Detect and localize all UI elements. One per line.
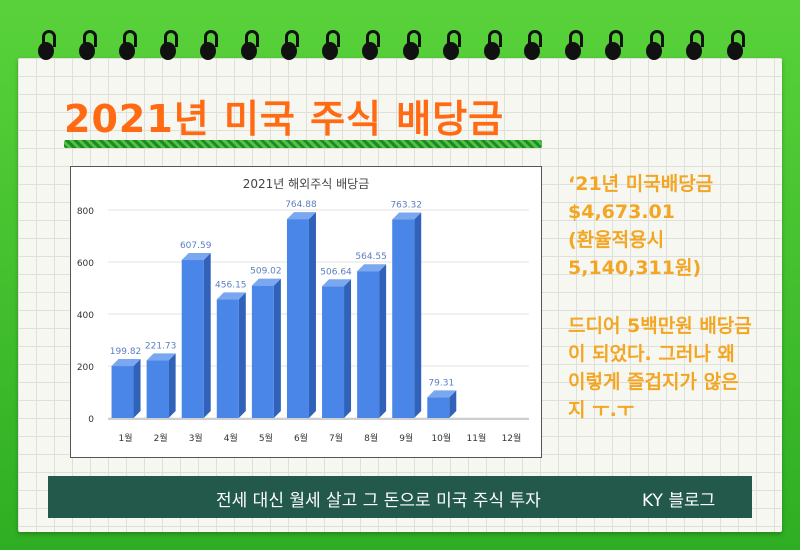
title-underline <box>64 140 542 148</box>
bar-2월 <box>146 360 169 418</box>
binding-ring <box>402 30 421 60</box>
x-tick-label: 6월 <box>294 432 308 444</box>
bar-side <box>344 279 352 418</box>
binding-ring <box>281 30 299 60</box>
bar-5월 <box>251 285 274 418</box>
y-tick-label: 800 <box>77 207 94 217</box>
summary-line: 이렇게 즐겁지가 않은 <box>568 371 739 393</box>
summary-text: ‘21년 미국배당금 $4,673.01 (환율적용시 5,140,311원) … <box>568 170 768 424</box>
x-tick-label: 3월 <box>189 432 203 444</box>
data-label: 506.64 <box>320 267 352 277</box>
x-tick-label: 12월 <box>502 432 522 444</box>
summary-line: 드디어 5백만원 배당금 <box>568 315 752 337</box>
spiral-binding <box>0 30 800 70</box>
data-label: 199.82 <box>110 347 141 357</box>
bar-top <box>111 359 141 367</box>
binding-ring <box>159 30 178 60</box>
x-tick-label: 8월 <box>364 432 378 444</box>
x-tick-label: 2월 <box>154 432 168 444</box>
x-tick-label: 9월 <box>399 432 413 444</box>
data-label: 764.88 <box>285 200 317 210</box>
binding-ring <box>483 30 502 60</box>
y-tick-label: 200 <box>77 363 94 373</box>
binding-ring <box>564 30 583 60</box>
bar-8월 <box>357 271 380 418</box>
bar-top <box>322 279 352 287</box>
page-title: 2021년 미국 주식 배당금 <box>64 97 505 141</box>
bar-6월 <box>286 219 309 418</box>
y-tick-label: 600 <box>77 259 94 269</box>
data-label: 221.73 <box>145 341 177 351</box>
binding-ring <box>524 30 542 60</box>
binding-ring <box>78 30 97 60</box>
summary-line: 5,140,311원) <box>568 257 702 279</box>
bar-3월 <box>181 260 204 418</box>
data-label: 79.31 <box>428 378 454 388</box>
binding-ring <box>240 30 259 60</box>
bar-side <box>379 264 387 418</box>
dividend-bar-chart: 2021년 해외주식 배당금 199.82221.73607.59456.155… <box>77 177 529 444</box>
bar-side <box>308 212 316 418</box>
bar-top <box>146 353 176 361</box>
summary-line: $4,673.01 <box>568 201 675 223</box>
x-tick-label: 11월 <box>467 432 487 444</box>
chart-container: 2021년 해외주식 배당금 199.82 221.73 607.59 456.15 5… <box>70 166 542 458</box>
summary-line: 지 ㅜ.ㅜ <box>568 399 635 421</box>
data-label: 509.02 <box>250 267 282 277</box>
summary-line: 이 되었다. 그러나 왜 <box>568 343 735 365</box>
bar-side <box>273 278 281 418</box>
bar-top <box>216 292 246 300</box>
binding-ring <box>38 30 56 60</box>
binding-ring <box>645 30 664 60</box>
data-label: 607.59 <box>180 241 212 251</box>
x-tick-label: 5월 <box>259 432 273 444</box>
bar-1월 <box>111 366 134 418</box>
blog-signature: KY 블로그 <box>642 491 716 511</box>
bar-top <box>286 212 316 220</box>
binding-ring <box>443 30 461 60</box>
data-label: 564.55 <box>355 252 387 262</box>
summary-gap <box>568 282 768 312</box>
banner-caption: 전세 대신 월세 살고 그 돈으로 미국 주식 투자 <box>216 491 541 511</box>
bar-side <box>414 212 422 418</box>
bar-4월 <box>216 299 239 418</box>
binding-ring <box>321 30 340 60</box>
binding-ring <box>686 30 704 60</box>
x-tick-label: 7월 <box>329 432 343 444</box>
y-tick-label: 400 <box>77 311 94 321</box>
bar-top <box>251 278 281 286</box>
bar-side <box>238 292 246 418</box>
binding-ring <box>119 30 137 60</box>
binding-ring <box>726 30 745 60</box>
data-label: 456.15 <box>215 280 247 290</box>
binding-ring <box>200 30 218 60</box>
bar-top <box>357 264 387 272</box>
summary-line: (환율적용시 <box>568 229 665 251</box>
bar-9월 <box>392 219 415 418</box>
chart-title: 2021년 해외주식 배당금 <box>243 177 370 191</box>
y-tick-label: 0 <box>88 415 94 425</box>
bottom-banner: 전세 대신 월세 살고 그 돈으로 미국 주식 투자 KY 블로그 <box>48 476 752 518</box>
x-tick-label: 10월 <box>431 432 451 444</box>
bar-10월 <box>427 397 450 418</box>
bar-top <box>427 390 457 398</box>
summary-line: ‘21년 미국배당금 <box>568 173 714 195</box>
bar-side <box>203 253 211 418</box>
bar-side <box>449 390 457 418</box>
binding-ring <box>605 30 623 60</box>
x-tick-label: 4월 <box>224 432 238 444</box>
bar-7월 <box>322 286 345 418</box>
binding-ring <box>362 30 380 60</box>
data-label: 763.32 <box>390 201 422 211</box>
bar-side <box>133 359 141 418</box>
bar-top <box>392 212 422 220</box>
bar-side <box>168 353 176 418</box>
bar-top <box>181 253 211 261</box>
x-tick-label: 1월 <box>119 432 133 444</box>
